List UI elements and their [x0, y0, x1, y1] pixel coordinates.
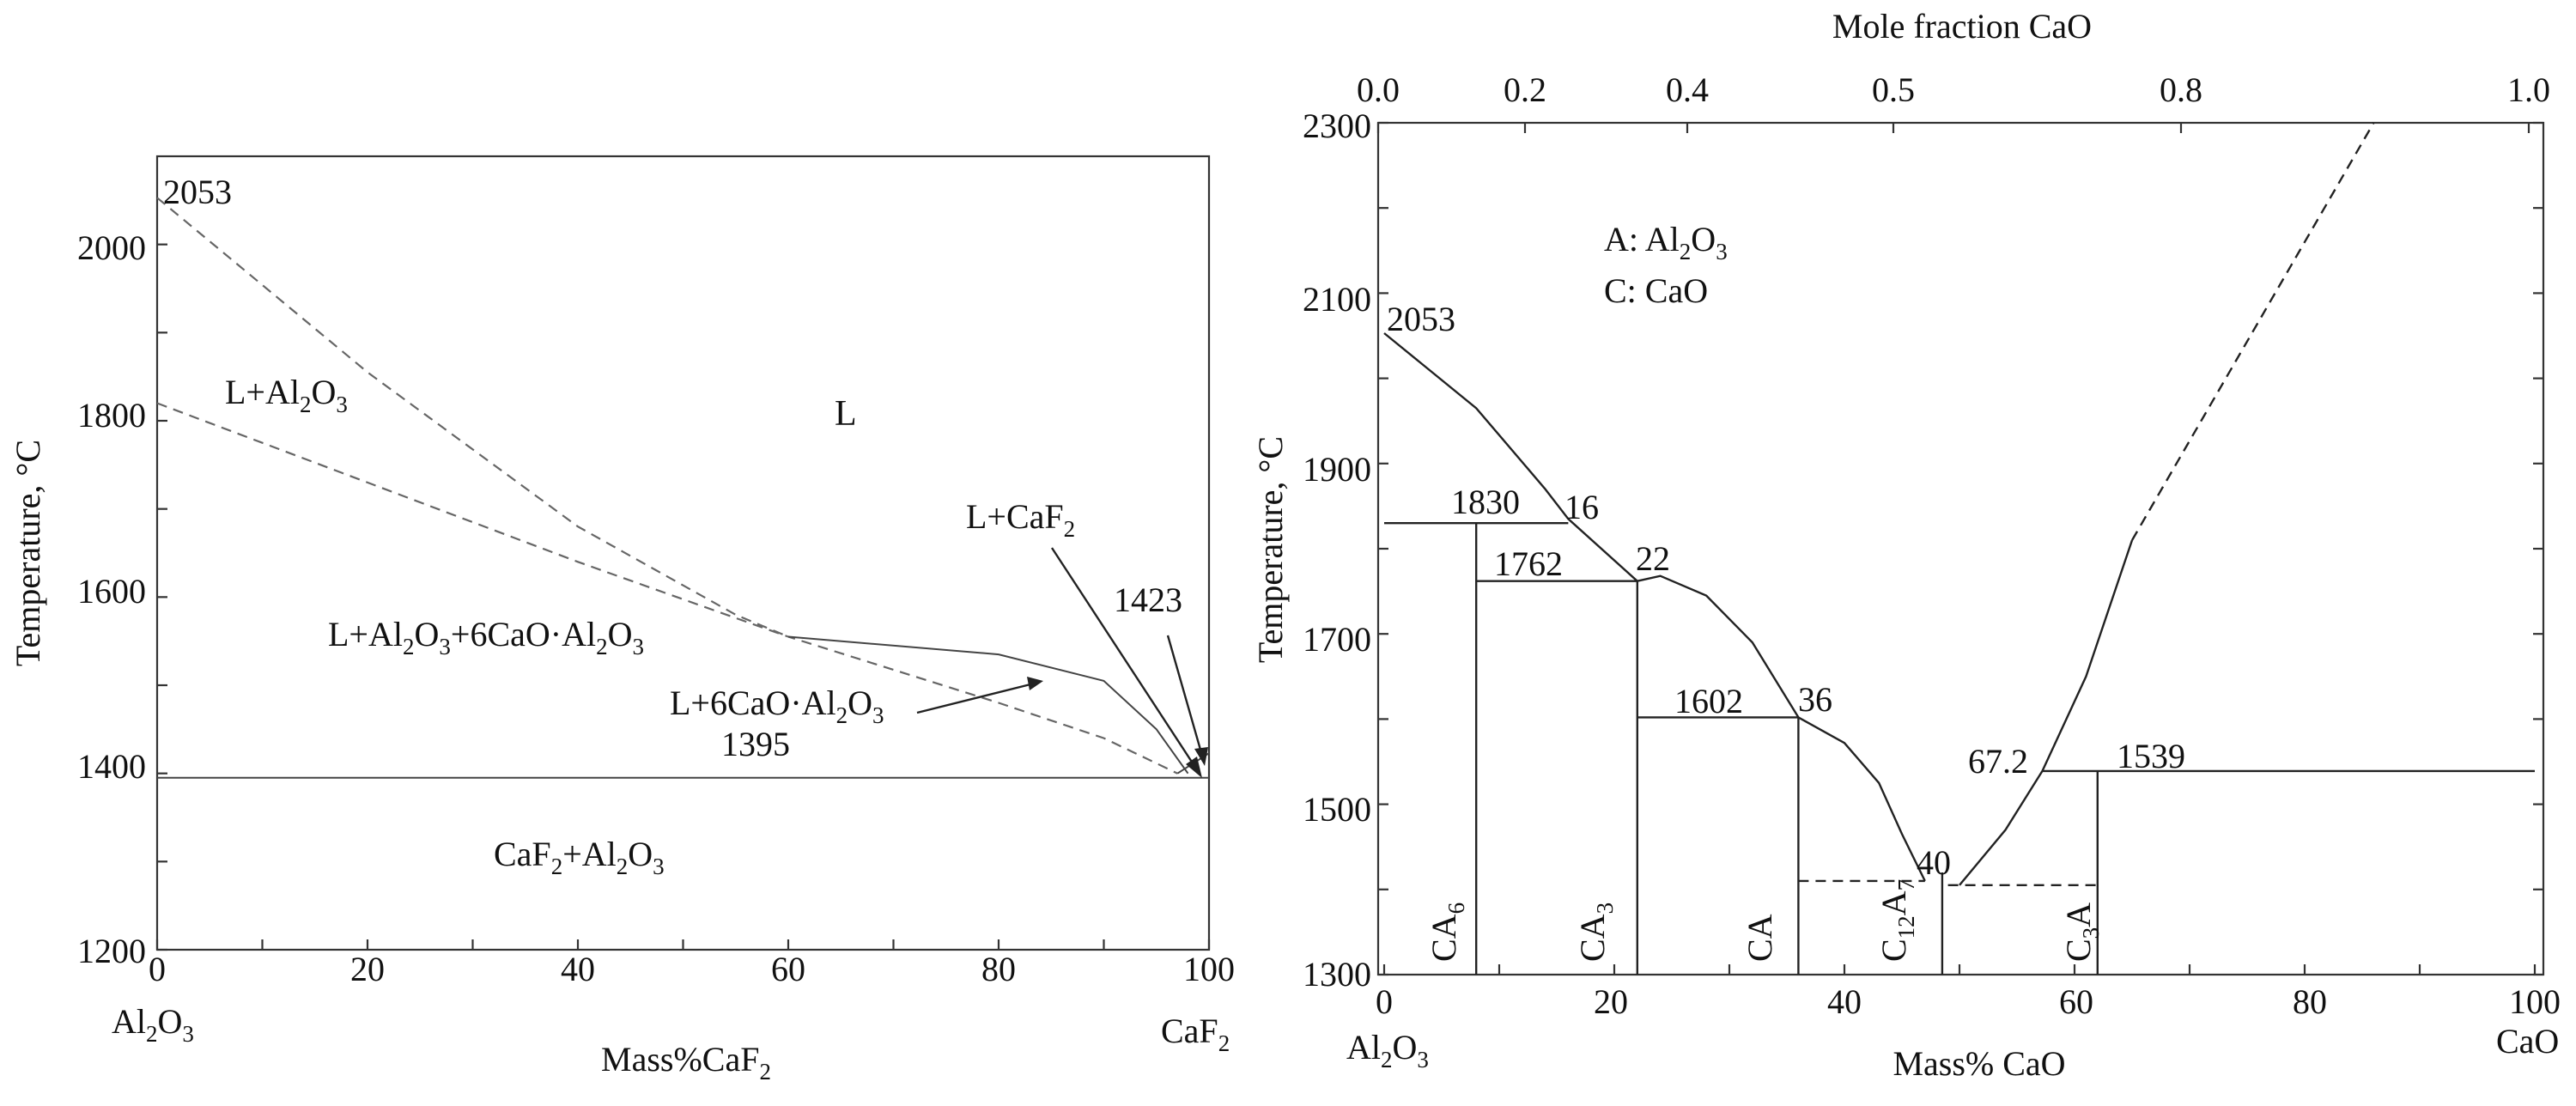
left-y-tick-1600: 1600 — [77, 572, 146, 611]
right-legend-c: C: CaO — [1604, 271, 1708, 310]
right-top-tick-1-0: 1.0 — [2507, 70, 2550, 109]
right-top-tick-0-4: 0.4 — [1666, 70, 1709, 109]
left-y-tick-1200: 1200 — [77, 932, 146, 970]
right-label-67-2: 67.2 — [1968, 742, 2028, 781]
right-y-tick-1700: 1700 — [1303, 620, 1371, 659]
left-phase-diagram: 1200 1400 1600 1800 2000 0 20 40 60 80 1… — [9, 155, 1235, 1085]
left-arrowhead-1423 — [1194, 747, 1208, 766]
left-label-1395: 1395 — [721, 725, 790, 763]
left-x-axis-title: Mass%CaF2 — [601, 1040, 771, 1085]
right-y-tick-1300: 1300 — [1303, 955, 1371, 994]
right-phase-ca3: CA3 — [1573, 902, 1618, 962]
left-y-tick-1400: 1400 — [77, 747, 146, 786]
right-label-16: 16 — [1564, 488, 1599, 526]
right-label-40: 40 — [1917, 843, 1951, 882]
left-end-caf2: CaF2 — [1161, 1012, 1230, 1056]
right-phase-c3a: C3A — [2059, 902, 2104, 962]
right-top-axis-title: Mole fraction CaO — [1832, 7, 2092, 46]
left-x-tick-80: 80 — [981, 950, 1016, 988]
right-liquidus-liq2 — [1637, 574, 1800, 719]
right-liquidus-liq1 — [1383, 332, 1638, 582]
right-phase-ca: CA — [1741, 914, 1779, 962]
right-label-22: 22 — [1636, 539, 1670, 578]
right-y-tick-1500: 1500 — [1303, 790, 1371, 829]
left-arrow-1423 — [1166, 635, 1204, 757]
right-x-tick-40: 40 — [1827, 982, 1862, 1021]
right-top-tick-0-5: 0.5 — [1872, 70, 1915, 109]
right-label-1539: 1539 — [2117, 737, 2185, 775]
left-boundary-6cao-dashed — [156, 402, 1178, 775]
right-legend-a: A: Al2O3 — [1604, 220, 1728, 264]
left-x-tick-40: 40 — [561, 950, 595, 988]
left-arrow-caf2 — [1050, 547, 1200, 772]
left-x-tick-0: 0 — [149, 950, 166, 988]
right-end-al2o3: Al2O3 — [1346, 1028, 1429, 1073]
right-liquidus-liq5 — [2041, 539, 2134, 772]
left-x-tick-60: 60 — [771, 950, 805, 988]
right-phase-diagram: Mole fraction CaO 0.0 0.2 0.4 0.5 0.8 1.… — [1251, 7, 2561, 1083]
left-axis-ticks — [155, 243, 1211, 951]
left-arrowhead-6cao — [1027, 677, 1043, 690]
left-region-l-al2o3-6cao: L+Al2O3+6CaO·Al2O3 — [328, 615, 644, 659]
left-region-l-caf2: L+CaF2 — [966, 497, 1075, 542]
right-label-36: 36 — [1798, 680, 1832, 719]
right-liquidus-liq4 — [1959, 770, 2044, 886]
left-end-al2o3: Al2O3 — [112, 1002, 194, 1047]
right-x-tick-0: 0 — [1376, 982, 1393, 1021]
right-top-tick-0-8: 0.8 — [2160, 70, 2202, 109]
left-y-tick-2000: 2000 — [77, 228, 146, 267]
left-arrow-6cao — [916, 683, 1031, 714]
right-y-tick-1900: 1900 — [1303, 450, 1371, 489]
left-liquidus-solid — [787, 635, 1189, 775]
left-region-L: L — [835, 394, 857, 434]
right-y-tick-2100: 2100 — [1303, 280, 1371, 319]
right-x-tick-20: 20 — [1594, 982, 1628, 1021]
left-y-tick-1800: 1800 — [77, 396, 146, 434]
left-y-axis-title: Temperature, °C — [9, 440, 47, 666]
left-plot-frame — [155, 155, 1211, 951]
right-x-tick-60: 60 — [2059, 982, 2093, 1021]
right-end-cao: CaO — [2496, 1022, 2559, 1060]
right-liquidus-liq3 — [1797, 716, 1926, 882]
right-y-axis-title: Temperature, °C — [1251, 436, 1290, 663]
left-label-2053: 2053 — [163, 173, 232, 211]
right-phase-c12a7: C12A7 — [1874, 879, 1919, 962]
right-liquidus-cao-dashed — [2130, 122, 2375, 541]
left-x-tick-100: 100 — [1183, 950, 1235, 988]
right-phase-boundaries — [1383, 122, 2535, 975]
left-region-l-al2o3: L+Al2O3 — [225, 373, 348, 417]
right-label-2053: 2053 — [1387, 300, 1455, 338]
right-phase-ca6: CA6 — [1425, 902, 1469, 962]
right-y-tick-2300: 2300 — [1303, 106, 1371, 145]
right-x-axis-title: Mass% CaO — [1893, 1044, 2065, 1083]
right-top-tick-0: 0.0 — [1357, 70, 1400, 109]
right-x-tick-80: 80 — [2293, 982, 2327, 1021]
right-top-tick-0-2: 0.2 — [1504, 70, 1546, 109]
left-label-1423: 1423 — [1114, 580, 1182, 619]
left-region-l-6cao: L+6CaO·Al2O3 — [670, 684, 884, 728]
right-axis-ticks — [1376, 121, 2543, 976]
right-label-1762: 1762 — [1494, 544, 1563, 583]
right-label-1602: 1602 — [1674, 682, 1743, 720]
left-liquidus-al2o3-dashed — [156, 197, 789, 638]
left-arrowhead-caf2 — [1186, 757, 1202, 778]
right-x-tick-100: 100 — [2509, 982, 2561, 1021]
left-x-tick-20: 20 — [350, 950, 385, 988]
right-label-1830: 1830 — [1451, 483, 1520, 521]
left-region-caf2-al2o3: CaF2+Al2O3 — [494, 835, 665, 879]
